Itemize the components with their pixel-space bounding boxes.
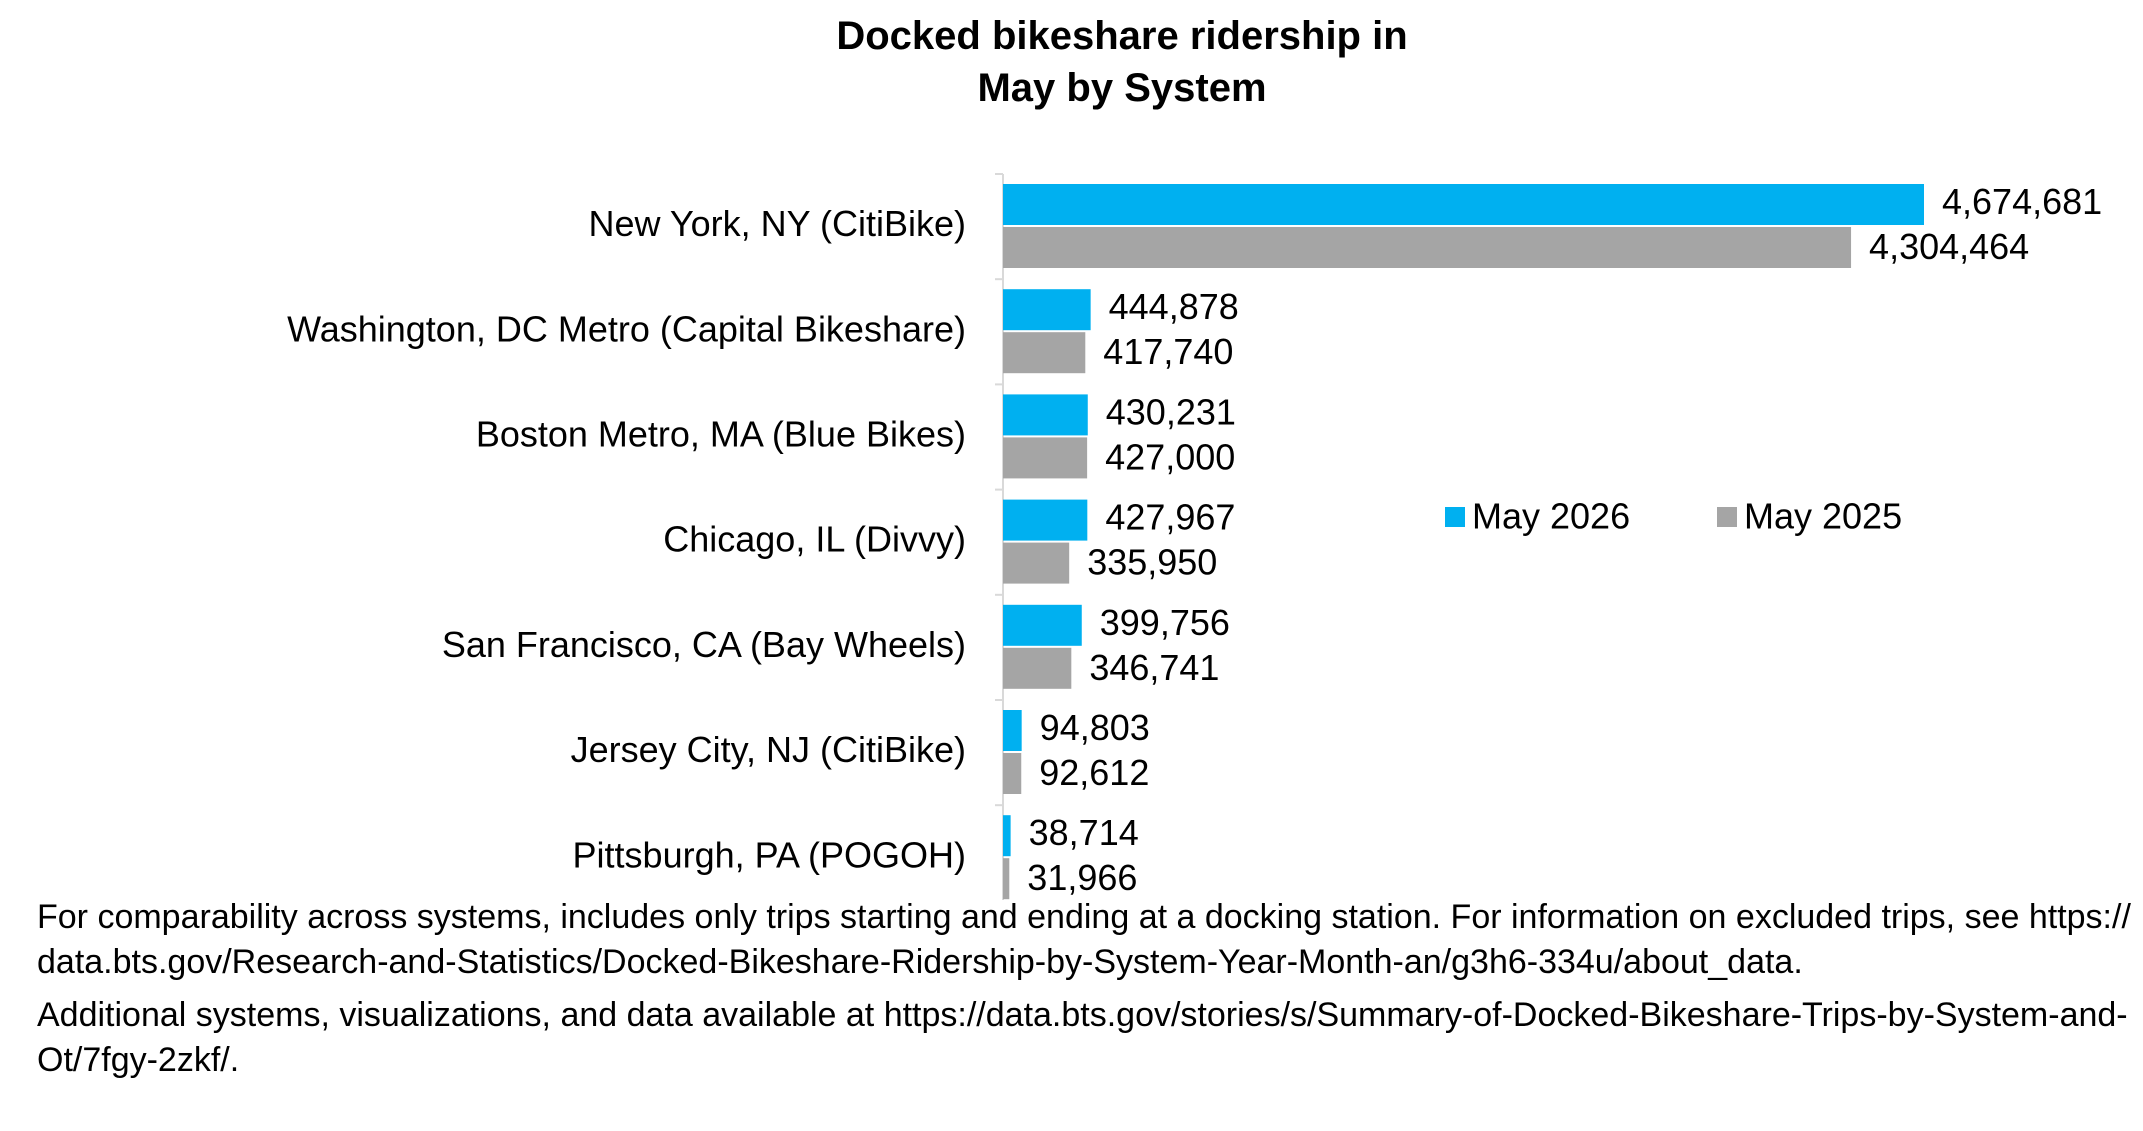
y-tick-label: Chicago, IL (Divvy)	[663, 519, 966, 560]
bar	[1003, 542, 1070, 584]
value-label: 335,950	[1087, 542, 1217, 583]
bar	[1003, 499, 1088, 541]
legend-marker	[1445, 507, 1465, 527]
bar	[1003, 227, 1852, 268]
legend-label: May 2026	[1472, 496, 1630, 537]
y-tick-label: San Francisco, CA (Bay Wheels)	[442, 624, 966, 665]
bar	[1003, 753, 1022, 794]
value-label: 4,304,464	[1869, 226, 2029, 267]
value-label: 94,803	[1040, 707, 1150, 748]
value-label: 31,966	[1027, 857, 1137, 898]
note: For comparability across systems, includ…	[37, 898, 2131, 981]
value-label: 38,714	[1029, 812, 1139, 853]
chart-title: Docked bikeshare ridership in May by Sys…	[836, 14, 1408, 110]
bar	[1003, 184, 1924, 225]
bar	[1003, 604, 1082, 646]
value-label: 427,967	[1105, 497, 1235, 538]
bar	[1003, 332, 1086, 374]
legend-marker	[1717, 507, 1737, 527]
value-label: 444,878	[1109, 286, 1239, 327]
bar	[1003, 815, 1011, 857]
value-label: 417,740	[1103, 331, 1233, 372]
value-label: 430,231	[1106, 391, 1236, 432]
bar	[1003, 394, 1088, 436]
y-tick-label: Jersey City, NJ (CitiBike)	[571, 729, 966, 770]
bar	[1003, 647, 1072, 689]
bar	[1003, 858, 1010, 900]
y-tick-label: Washington, DC Metro (Capital Bikeshare)	[287, 308, 966, 349]
chart: New York, NY (CitiBike) 4,674,6814,304,46…	[287, 173, 2102, 900]
value-label: 399,756	[1100, 602, 1230, 643]
y-tick-label: Pittsburgh, PA (POGOH)	[573, 834, 966, 875]
y-tick-label: Boston Metro, MA (Blue Bikes)	[476, 414, 966, 455]
y-tick-label: New York, NY (CitiBike)	[589, 203, 966, 244]
legend-label: May 2025	[1744, 496, 1902, 537]
value-label: 427,000	[1105, 436, 1235, 477]
bar	[1003, 437, 1088, 479]
bar	[1003, 710, 1022, 751]
note: Additional systems, visualizations, and …	[37, 996, 2128, 1079]
value-label: 346,741	[1089, 647, 1219, 688]
value-label: 92,612	[1039, 752, 1149, 793]
notes: For comparability across systems, includ…	[37, 895, 2137, 1091]
bar	[1003, 289, 1091, 331]
value-label: 4,674,681	[1942, 181, 2102, 222]
